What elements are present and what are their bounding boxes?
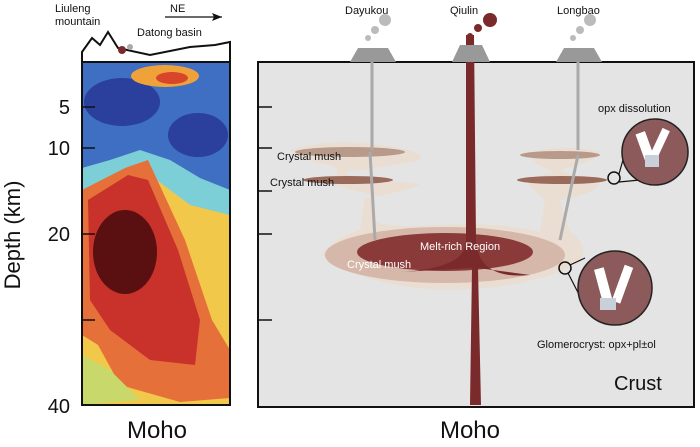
inset-label: Glomerocryst: opx+pl±ol — [537, 339, 656, 351]
inset-top: opx dissolution — [598, 103, 689, 186]
depth-axis: 5 10 20 40 Depth (km) — [0, 97, 95, 418]
inset-circle — [577, 250, 653, 326]
axis-label: Depth (km) — [0, 181, 25, 290]
crystal — [600, 298, 616, 310]
mush-sill — [517, 176, 607, 184]
conduit — [558, 55, 580, 241]
ash — [371, 26, 379, 34]
tick-label: 10 — [48, 138, 70, 160]
velocity-contour — [84, 78, 160, 126]
direction-label: NE — [170, 3, 185, 15]
zoom-line — [618, 179, 641, 183]
ash — [365, 35, 371, 41]
volcano-icon — [118, 46, 126, 54]
mush-label: Crystal mush — [270, 177, 334, 189]
topography — [81, 30, 231, 63]
right-ticks — [258, 106, 272, 321]
basin-label: Datong basin — [137, 27, 202, 39]
tick-label: 20 — [48, 224, 70, 246]
volcano — [556, 48, 602, 62]
crystal — [645, 155, 659, 167]
volcano — [350, 48, 396, 62]
mush-sill — [295, 147, 405, 157]
zoom-marker — [607, 171, 621, 185]
velocity-contour — [93, 210, 157, 294]
tick-label: 40 — [48, 396, 70, 418]
mush-label: Crystal mush — [347, 259, 411, 271]
ash — [584, 14, 596, 26]
volcano-label: Qiulin — [450, 5, 478, 17]
volcano-label: Longbao — [557, 5, 600, 17]
melt-rich-region — [357, 233, 533, 271]
mush-label: Crystal mush — [277, 151, 341, 163]
mush-sill — [520, 151, 600, 159]
inset-bottom: Glomerocryst: opx+pl±ol — [537, 250, 656, 351]
crystal — [635, 131, 655, 161]
ash — [483, 13, 497, 27]
crystal — [648, 127, 670, 163]
zoom-marker — [558, 261, 572, 275]
ash — [576, 26, 584, 34]
moho-label: Moho — [127, 417, 187, 444]
direction-arrowhead — [212, 13, 222, 21]
velocity-contour — [82, 355, 140, 405]
melt-label: Melt-rich Region — [420, 241, 500, 253]
mountain-label: mountain — [55, 16, 100, 28]
zoom-line — [569, 257, 586, 266]
tick-label: 5 — [59, 97, 70, 119]
volcano — [452, 45, 490, 62]
velocity-contour — [168, 113, 228, 157]
moho-label: Moho — [440, 417, 500, 444]
ash — [379, 14, 391, 26]
conduit — [368, 55, 377, 241]
crystal — [594, 267, 612, 301]
mountain-label: Liuleng — [55, 3, 90, 15]
tomography — [81, 61, 231, 406]
ash — [467, 33, 473, 39]
volcano-icon — [127, 44, 133, 50]
crust-label: Crust — [614, 373, 662, 395]
inset-label: opx dissolution — [598, 103, 671, 115]
velocity-contour — [156, 72, 188, 84]
crystal — [611, 264, 634, 304]
volcano-label: Dayukou — [345, 5, 388, 17]
ash — [474, 24, 482, 32]
ash — [570, 35, 576, 41]
